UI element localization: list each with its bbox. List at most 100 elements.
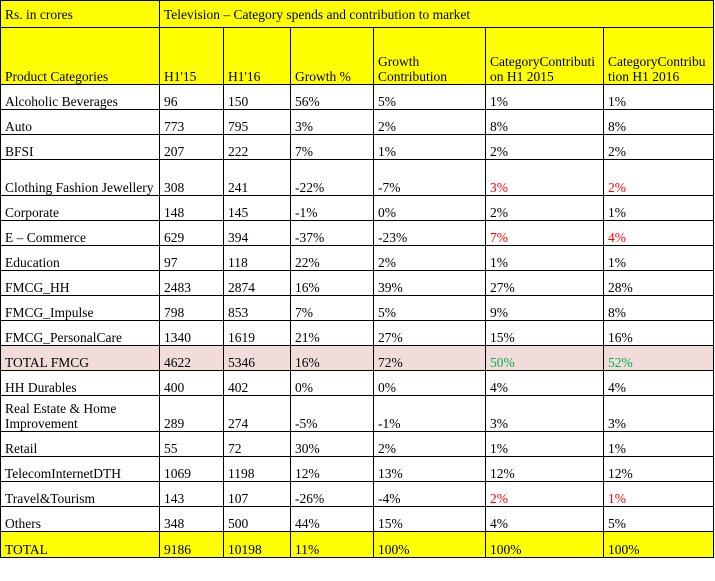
h116-cell: 394 <box>223 220 291 246</box>
h116-cell: 1619 <box>223 320 291 346</box>
contribution-2016-cell: 52% <box>602 345 715 371</box>
growth-cell: 7% <box>290 295 374 321</box>
h116-cell: 150 <box>223 84 291 110</box>
col-header-h116: H1'16 <box>223 27 291 85</box>
category-cell: HH Durables <box>0 370 160 396</box>
category-cell: Clothing Fashion Jewellery <box>0 159 160 196</box>
table-row: FMCG_PersonalCare 1340 1619 21% 27% 15% 16% <box>0 320 715 346</box>
col-header-contribution-2016: CategoryContribution H1 2016 <box>602 27 715 85</box>
contribution-2015-cell: 2% <box>485 481 604 507</box>
h116-cell: 145 <box>223 195 291 221</box>
contribution-2016-cell: 1% <box>602 245 715 271</box>
h115-cell: 97 <box>159 245 224 271</box>
growth-contribution-cell: -1% <box>373 395 486 432</box>
category-cell: FMCG_HH <box>0 270 160 296</box>
unit-label: Rs. in crores <box>0 0 160 28</box>
total-h116-cell: 10198 <box>223 531 291 558</box>
contribution-2015-cell: 1% <box>485 84 604 110</box>
table-row: Auto 773 795 3% 2% 8% 8% <box>0 109 715 135</box>
table-row: Real Estate & Home Improvement 289 274 -5% -… <box>0 395 715 432</box>
total-contribution-2015-cell: 100% <box>485 531 604 558</box>
table-row: Others 348 500 44% 15% 4% 5% <box>0 506 715 532</box>
table-title: Television – Category spends and contrib… <box>158 0 715 28</box>
table-row: Clothing Fashion Jewellery 308 241 -22% -7% 3… <box>0 159 715 196</box>
h115-cell: 289 <box>159 395 224 432</box>
h116-cell: 402 <box>223 370 291 396</box>
col-header-growth: Growth % <box>290 27 374 85</box>
h115-cell: 798 <box>159 295 224 321</box>
h115-cell: 348 <box>159 506 224 532</box>
category-cell: Alcoholic Beverages <box>0 84 160 110</box>
growth-contribution-cell: 5% <box>373 295 486 321</box>
growth-contribution-cell: 0% <box>373 195 486 221</box>
growth-contribution-cell: 27% <box>373 320 486 346</box>
total-growth-contribution-cell: 100% <box>373 531 486 558</box>
h115-cell: 207 <box>159 134 224 160</box>
contribution-2016-cell: 2% <box>602 159 715 196</box>
total-row: TOTAL 9186 10198 11% 100% 100% 100% <box>0 531 715 558</box>
contribution-2016-cell: 5% <box>602 506 715 532</box>
category-cell: Retail <box>0 431 160 457</box>
h115-cell: 96 <box>159 84 224 110</box>
category-cell: Education <box>0 245 160 271</box>
h115-cell: 55 <box>159 431 224 457</box>
growth-cell: -22% <box>290 159 374 196</box>
h116-cell: 107 <box>223 481 291 507</box>
category-cell: Travel&Tourism <box>0 481 160 507</box>
h116-cell: 853 <box>223 295 291 321</box>
growth-cell: 21% <box>290 320 374 346</box>
contribution-2016-cell: 8% <box>602 295 715 321</box>
h115-cell: 2483 <box>159 270 224 296</box>
contribution-2015-cell: 8% <box>485 109 604 135</box>
growth-contribution-cell: -4% <box>373 481 486 507</box>
table-row: Corporate 148 145 -1% 0% 2% 1% <box>0 195 715 221</box>
growth-cell: 44% <box>290 506 374 532</box>
growth-contribution-cell: 0% <box>373 370 486 396</box>
h115-cell: 4622 <box>159 345 224 371</box>
table-row: TelecomInternetDTH 1069 1198 12% 13% 12% 12% <box>0 456 715 482</box>
growth-contribution-cell: 72% <box>373 345 486 371</box>
growth-cell: -5% <box>290 395 374 432</box>
growth-contribution-cell: 39% <box>373 270 486 296</box>
column-header-row: Product Categories H1'15 H1'16 Growth % … <box>0 27 715 85</box>
growth-cell: 16% <box>290 270 374 296</box>
category-cell: Real Estate & Home Improvement <box>0 395 160 432</box>
contribution-2016-cell: 12% <box>602 456 715 482</box>
h115-cell: 773 <box>159 109 224 135</box>
category-cell: TOTAL FMCG <box>0 345 160 371</box>
h115-cell: 148 <box>159 195 224 221</box>
table-row: Education 97 118 22% 2% 1% 1% <box>0 245 715 271</box>
contribution-2016-cell: 16% <box>602 320 715 346</box>
contribution-2016-cell: 1% <box>602 195 715 221</box>
growth-cell: 30% <box>290 431 374 457</box>
growth-cell: 7% <box>290 134 374 160</box>
category-spends-table: Rs. in crores Television – Category spen… <box>0 0 715 558</box>
contribution-2016-cell: 1% <box>602 431 715 457</box>
total-category-cell: TOTAL <box>0 531 160 558</box>
total-growth-cell: 11% <box>290 531 374 558</box>
contribution-2015-cell: 3% <box>485 159 604 196</box>
category-cell: TelecomInternetDTH <box>0 456 160 482</box>
category-cell: Others <box>0 506 160 532</box>
growth-cell: 56% <box>290 84 374 110</box>
total-contribution-2016-cell: 100% <box>602 531 715 558</box>
growth-contribution-cell: 2% <box>373 245 486 271</box>
h116-cell: 274 <box>223 395 291 432</box>
table-row: FMCG_HH 2483 2874 16% 39% 27% 28% <box>0 270 715 296</box>
table-row: Alcoholic Beverages 96 150 56% 5% 1% 1% <box>0 84 715 110</box>
contribution-2016-cell: 1% <box>602 84 715 110</box>
h116-cell: 241 <box>223 159 291 196</box>
table-row: FMCG_Impulse 798 853 7% 5% 9% 8% <box>0 295 715 321</box>
growth-contribution-cell: -23% <box>373 220 486 246</box>
col-header-h115: H1'15 <box>159 27 224 85</box>
contribution-2015-cell: 4% <box>485 370 604 396</box>
contribution-2015-cell: 4% <box>485 506 604 532</box>
growth-contribution-cell: 2% <box>373 109 486 135</box>
h116-cell: 500 <box>223 506 291 532</box>
contribution-2015-cell: 27% <box>485 270 604 296</box>
h116-cell: 795 <box>223 109 291 135</box>
h115-cell: 308 <box>159 159 224 196</box>
table-row: Retail 55 72 30% 2% 1% 1% <box>0 431 715 457</box>
h115-cell: 1340 <box>159 320 224 346</box>
contribution-2016-cell: 8% <box>602 109 715 135</box>
